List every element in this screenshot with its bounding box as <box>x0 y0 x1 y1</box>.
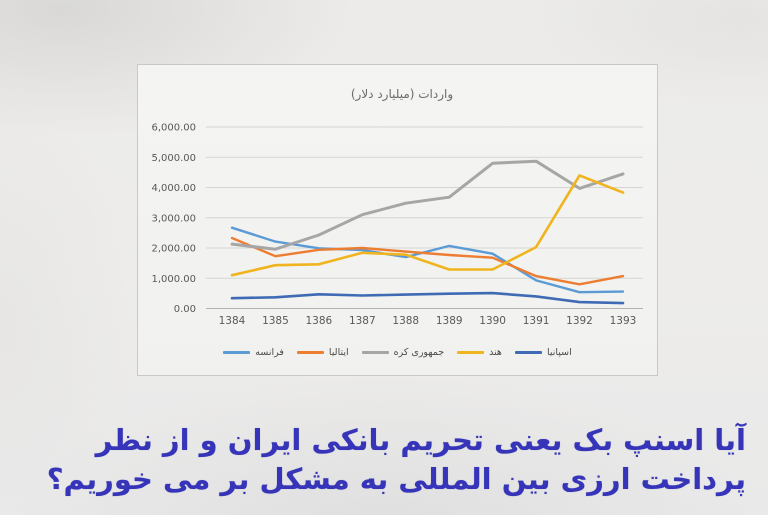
chart-title: واردات (میلیارد دلار) <box>351 87 453 102</box>
legend-label: فرانسه <box>255 347 284 358</box>
x-tick-label: 1391 <box>523 315 550 327</box>
x-tick-label: 1387 <box>349 315 376 327</box>
y-tick-label: 4,000.00 <box>151 183 196 194</box>
legend-swatch <box>514 351 542 354</box>
series-line <box>230 174 625 277</box>
headline-line-2: پرداخت ارزی بین المللی به مشکل بر می خور… <box>46 462 747 496</box>
chart-legend: فرانسه ایتالیا جمهوری کره هند اسپانیا <box>138 347 657 358</box>
series-line <box>230 291 625 305</box>
x-tick-label: 1386 <box>306 315 333 327</box>
line-chart: واردات (میلیارد دلار) 0.00 1,000.00 2,000.0… <box>151 87 643 327</box>
legend-label: هند <box>489 347 502 358</box>
x-tick-label: 1393 <box>610 315 637 327</box>
legend-label: ایتالیا <box>328 347 349 358</box>
y-tick-label: 1,000.00 <box>151 274 196 285</box>
legend-item: جمهوری کره <box>361 347 445 358</box>
y-tick-label: 5,000.00 <box>151 153 196 164</box>
legend-label: جمهوری کره <box>393 347 445 358</box>
x-tick-label: 1384 <box>219 315 246 327</box>
legend-swatch <box>296 351 324 354</box>
legend-item: هند <box>457 347 502 358</box>
headline: آیا اسنپ بک یعنی تحریم بانکی ایران و از … <box>0 421 747 499</box>
headline-line-1: آیا اسنپ بک یعنی تحریم بانکی ایران و از … <box>95 423 747 457</box>
legend-swatch <box>457 351 485 354</box>
legend-swatch <box>223 351 251 354</box>
legend-item: ایتالیا <box>296 347 349 358</box>
y-tick-label: 2,000.00 <box>151 244 196 255</box>
y-tick-label: 3,000.00 <box>151 213 196 224</box>
legend-item: اسپانیا <box>514 347 572 358</box>
x-tick-label: 1392 <box>566 315 593 327</box>
x-tick-label: 1390 <box>479 315 506 327</box>
x-tick-label: 1388 <box>392 315 419 327</box>
series-line <box>230 226 625 294</box>
y-tick-label: 6,000.00 <box>151 123 196 134</box>
y-tick-label: 0.00 <box>174 304 196 315</box>
x-tick-label: 1389 <box>436 315 463 327</box>
series-line <box>230 159 625 251</box>
series-line <box>230 236 625 286</box>
legend-swatch <box>361 351 389 354</box>
chart-card: واردات (میلیارد دلار) 0.00 1,000.00 2,000.0… <box>137 64 658 376</box>
x-tick-label: 1385 <box>262 315 289 327</box>
legend-label: اسپانیا <box>546 347 572 358</box>
legend-item: فرانسه <box>223 347 284 358</box>
